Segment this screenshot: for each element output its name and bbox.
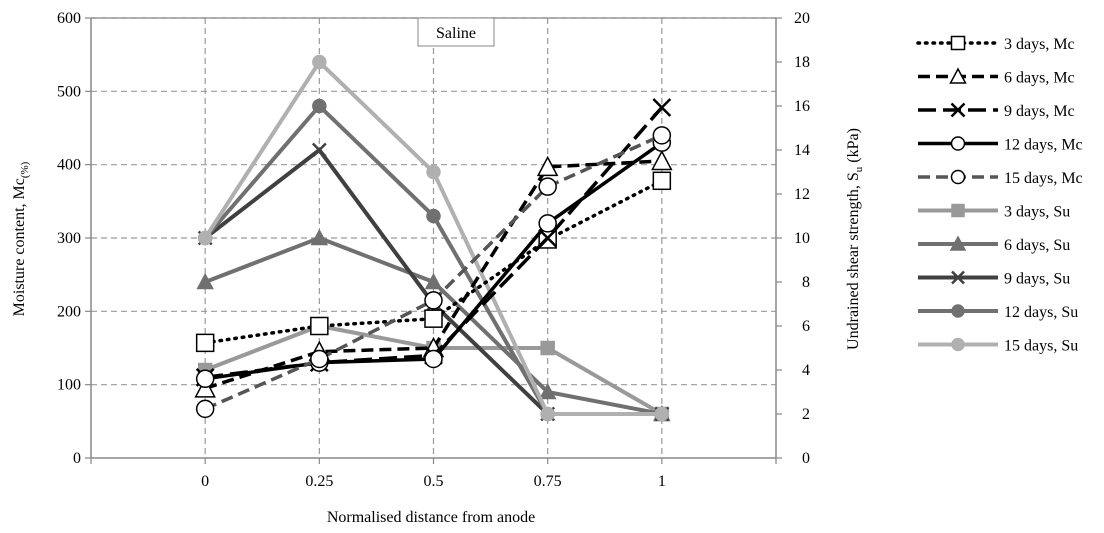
x-tick-label: 0 bbox=[201, 473, 209, 490]
legend-item: 12 days, Mc bbox=[918, 136, 1083, 154]
x-tick-label: 1 bbox=[658, 473, 666, 490]
data-point bbox=[536, 155, 559, 177]
y-left-axis-title: Moisture content, Mc(%) bbox=[11, 161, 31, 316]
legend-label: 12 days, Su bbox=[1004, 304, 1078, 321]
x-axis-title: Normalised distance from anode bbox=[327, 509, 535, 526]
data-point bbox=[652, 126, 672, 145]
y-right-tick-label: 6 bbox=[802, 318, 810, 335]
y-right-tick-label: 18 bbox=[794, 54, 810, 71]
data-point bbox=[538, 177, 557, 196]
y-left-tick-label: 500 bbox=[57, 83, 81, 100]
y-right-tick-label: 2 bbox=[802, 406, 810, 423]
legend-label: 9 days, Su bbox=[1004, 271, 1070, 288]
legend-item: 3 days, Su bbox=[918, 204, 1070, 221]
series-15-days-su bbox=[197, 54, 670, 422]
y-right-tick-label: 10 bbox=[794, 230, 810, 247]
data-point bbox=[197, 230, 213, 246]
y-right-axis-title: Undrained shear strength, Su (kPa) bbox=[845, 128, 865, 350]
legend-item: 9 days, Su bbox=[918, 271, 1070, 288]
data-point bbox=[424, 349, 443, 369]
data-point bbox=[195, 333, 215, 353]
data-point bbox=[195, 369, 215, 389]
legend-label: 6 days, Mc bbox=[1004, 70, 1075, 87]
y-right-tick-label: 0 bbox=[802, 450, 810, 467]
y-right-tick-label: 14 bbox=[794, 142, 810, 159]
legend-item: 12 days, Su bbox=[918, 304, 1078, 321]
data-point bbox=[652, 171, 672, 191]
legend-marker bbox=[951, 304, 965, 318]
data-point bbox=[426, 208, 441, 224]
data-point bbox=[538, 214, 557, 233]
data-point bbox=[310, 316, 329, 336]
legend-item: 9 days, Mc bbox=[918, 102, 1075, 120]
legend-label: 12 days, Mc bbox=[1004, 137, 1083, 154]
legend-marker bbox=[951, 337, 965, 352]
x-tick-label: 0.75 bbox=[534, 473, 562, 490]
legend-marker bbox=[949, 67, 967, 84]
legend-item: 15 days, Su bbox=[918, 338, 1078, 355]
series-15-days-mc bbox=[195, 126, 672, 419]
data-point bbox=[540, 340, 555, 356]
data-point bbox=[424, 309, 443, 328]
data-point bbox=[312, 98, 327, 114]
legend-label: 3 days, Mc bbox=[1004, 36, 1075, 53]
data-point bbox=[654, 406, 670, 422]
data-point bbox=[311, 142, 327, 158]
data-point bbox=[540, 406, 555, 422]
data-point bbox=[426, 164, 441, 180]
legend-marker bbox=[949, 235, 967, 251]
legend-marker bbox=[950, 169, 966, 185]
axis-labels: Normalised distance from anode Moisture … bbox=[11, 128, 865, 526]
legend-item: 6 days, Su bbox=[918, 235, 1070, 254]
saline-annotation: Saline bbox=[436, 25, 476, 42]
data-point bbox=[312, 54, 327, 70]
y-right-tick-label: 12 bbox=[794, 186, 810, 203]
legend-marker bbox=[950, 35, 966, 51]
data-point bbox=[424, 272, 443, 290]
series-line bbox=[203, 179, 664, 345]
series-group bbox=[194, 54, 673, 422]
annotation-group: Saline bbox=[417, 17, 495, 47]
legend-label: 9 days, Mc bbox=[1004, 103, 1075, 120]
legend-marker bbox=[950, 136, 966, 151]
y-left-tick-label: 600 bbox=[57, 10, 81, 27]
legend-item: 3 days, Mc bbox=[916, 35, 1075, 53]
legend-label: 15 days, Su bbox=[1004, 338, 1078, 355]
x-tick-label: 0.5 bbox=[424, 473, 444, 490]
data-point bbox=[196, 272, 214, 290]
data-point bbox=[652, 98, 672, 117]
legend-marker bbox=[951, 270, 965, 285]
y-left-tick-label: 0 bbox=[73, 450, 81, 467]
legend-item: 6 days, Mc bbox=[918, 67, 1075, 87]
data-point bbox=[538, 382, 557, 400]
y-right-tick-label: 20 bbox=[794, 10, 810, 27]
data-point bbox=[424, 291, 443, 310]
legend-label: 6 days, Su bbox=[1004, 237, 1070, 254]
y-right-tick-label: 16 bbox=[794, 98, 810, 115]
grid bbox=[91, 17, 776, 458]
legend-item: 15 days, Mc bbox=[918, 169, 1083, 187]
legend-label: 15 days, Mc bbox=[1004, 170, 1083, 187]
legend-marker bbox=[951, 203, 965, 218]
y-left-tick-label: 300 bbox=[57, 230, 81, 247]
data-point bbox=[195, 399, 215, 419]
y-right-tick-label: 8 bbox=[802, 274, 810, 291]
legend-label: 3 days, Su bbox=[1004, 204, 1070, 221]
data-point bbox=[310, 228, 329, 246]
legend-marker bbox=[950, 102, 966, 118]
y-left-tick-label: 200 bbox=[57, 303, 81, 320]
y-left-tick-label: 100 bbox=[57, 377, 81, 394]
data-point bbox=[651, 149, 673, 171]
y-left-tick-label: 400 bbox=[57, 157, 81, 174]
y-right-tick-label: 4 bbox=[802, 362, 810, 379]
x-tick-label: 0.25 bbox=[305, 473, 333, 490]
legend: 3 days, Mc 6 days, Mc 9 days, Mc 12 days, M… bbox=[916, 35, 1083, 355]
data-point bbox=[310, 349, 329, 369]
